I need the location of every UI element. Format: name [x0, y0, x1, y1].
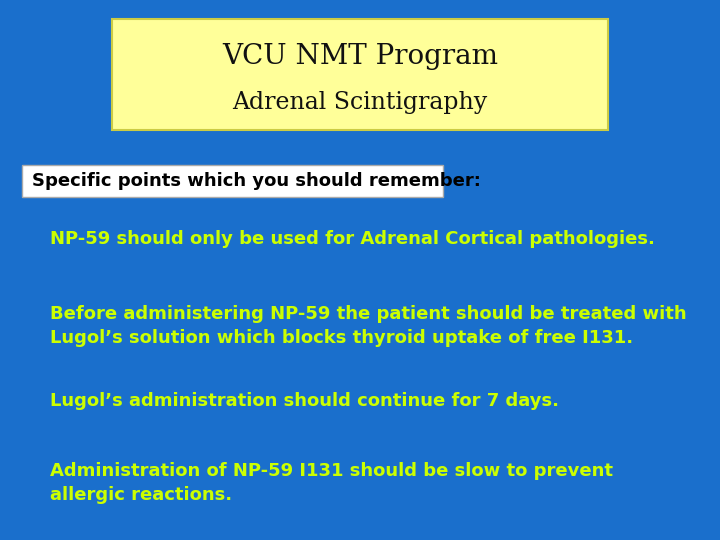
Text: Before administering NP-59 the patient should be treated with
Lugol’s solution w: Before administering NP-59 the patient s…	[50, 305, 687, 347]
Text: Adrenal Scintigraphy: Adrenal Scintigraphy	[233, 91, 487, 114]
FancyBboxPatch shape	[112, 19, 608, 130]
Text: Administration of NP-59 I131 should be slow to prevent
allergic reactions.: Administration of NP-59 I131 should be s…	[50, 462, 613, 504]
Text: NP-59 should only be used for Adrenal Cortical pathologies.: NP-59 should only be used for Adrenal Co…	[50, 230, 655, 247]
FancyBboxPatch shape	[22, 165, 443, 197]
Text: Specific points which you should remember:: Specific points which you should remembe…	[32, 172, 481, 190]
Text: VCU NMT Program: VCU NMT Program	[222, 43, 498, 70]
Text: Lugol’s administration should continue for 7 days.: Lugol’s administration should continue f…	[50, 392, 559, 409]
